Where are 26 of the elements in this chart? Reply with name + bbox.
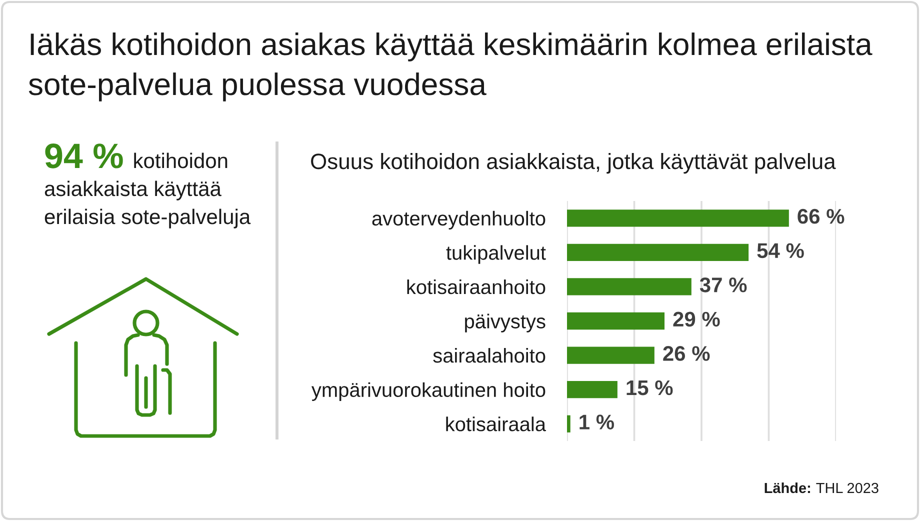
y-tick-label: kotisairaanhoito bbox=[407, 279, 546, 294]
chart-subtitle: Osuus kotihoidon asiakkaista, jotka käyttävät palvelua bbox=[311, 153, 836, 174]
bar bbox=[567, 278, 692, 296]
bar bbox=[567, 346, 654, 364]
bar bbox=[567, 244, 749, 261]
chart-title: Iäkäs kotihoidon asiakas käyttää keskimäärin kolmea erilaista sote-palvelua puolessa vuodessa bbox=[28, 32, 872, 102]
y-tick-label: tukipalvelut bbox=[446, 245, 546, 264]
y-tick-label: sairaalahoito bbox=[433, 348, 546, 363]
data-label: 26 % bbox=[663, 346, 710, 361]
data-label: 29 % bbox=[673, 312, 720, 327]
text: THL 2023 bbox=[816, 482, 878, 494]
data-label: 54 % bbox=[757, 243, 804, 258]
y-tick-label: ympärivuorokautinen hoito bbox=[311, 382, 546, 401]
y-tick-label: kotisairaala bbox=[446, 416, 546, 432]
data-label: 37 % bbox=[700, 277, 747, 292]
bar bbox=[567, 415, 570, 432]
data-label: 15 % bbox=[626, 380, 673, 396]
bar bbox=[567, 312, 665, 330]
y-tick-label: avoterveydenhuolto bbox=[372, 210, 546, 230]
data-label: 1 % bbox=[580, 414, 614, 430]
text: Lähde: bbox=[764, 482, 810, 494]
text: 94 % bbox=[45, 144, 123, 168]
bar bbox=[567, 381, 618, 398]
bar bbox=[567, 210, 789, 227]
data-label: 66 % bbox=[798, 208, 844, 224]
y-tick-label: päivystys bbox=[465, 314, 546, 332]
